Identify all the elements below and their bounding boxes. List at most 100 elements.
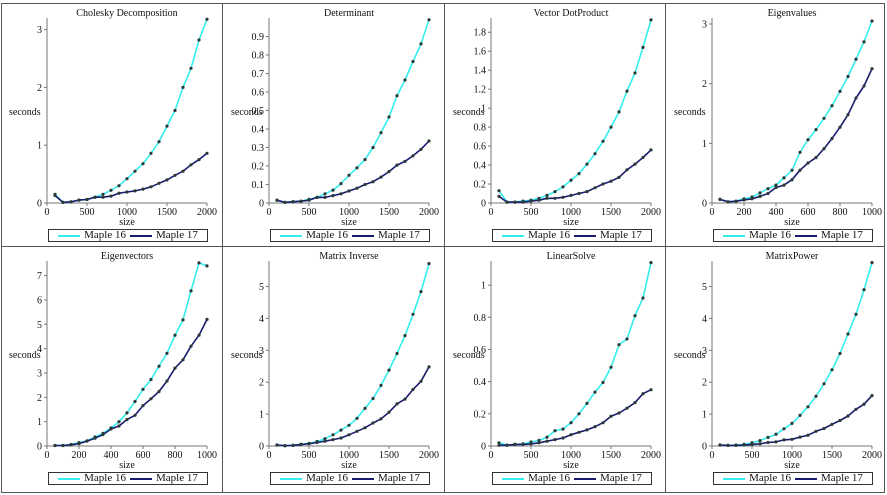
data-point: [419, 379, 423, 383]
chart-legend: Maple 16 Maple 17: [48, 229, 208, 242]
data-point: [822, 116, 826, 120]
data-point: [395, 402, 399, 406]
series-line-maple17: [276, 366, 430, 447]
chart-panel: Vector DotProduct 0 0.2 0.4 0.6 0.8 1 1.2 1.4 1.6…: [445, 4, 667, 248]
x-tick-label: 500: [302, 207, 317, 218]
x-tick-label: 0: [489, 207, 494, 218]
data-point: [782, 438, 786, 442]
data-point: [61, 443, 65, 448]
y-tick-label: 1: [481, 104, 486, 115]
data-point: [403, 397, 407, 401]
data-point: [782, 176, 786, 180]
legend-item-maple16: Maple 16: [502, 473, 570, 484]
chart-svg: Determinant 0 0.1 0.2 0.3 0.4 0.5 0.6 0.7 0.8 0.9 0…: [231, 8, 439, 228]
data-point: [822, 426, 826, 431]
data-point: [331, 438, 335, 442]
data-point: [379, 131, 383, 135]
data-point: [141, 162, 145, 166]
legend-swatch: [795, 234, 817, 237]
y-tick-label: 0: [259, 199, 264, 210]
data-point: [149, 151, 153, 155]
legend-label: Maple 16: [528, 472, 570, 484]
data-point: [299, 199, 303, 203]
y-tick-label: 1: [37, 417, 42, 428]
x-axis-label: size: [341, 217, 357, 228]
data-point: [505, 443, 509, 447]
data-point: [870, 261, 874, 265]
data-point: [790, 178, 794, 182]
y-tick-label: 0.3: [252, 143, 265, 154]
data-point: [403, 78, 407, 82]
data-point: [529, 442, 533, 446]
data-point: [814, 156, 818, 160]
data-point: [513, 442, 517, 446]
legend-item-maple16: Maple 16: [502, 230, 570, 241]
data-point: [387, 170, 391, 174]
legend-item-maple17: Maple 17: [352, 230, 420, 241]
data-point: [363, 406, 367, 410]
data-point: [379, 175, 383, 179]
data-point: [347, 433, 351, 437]
x-tick-label: 800: [168, 450, 183, 461]
data-point: [846, 74, 850, 79]
data-point: [307, 198, 311, 202]
x-tick-label: 0: [267, 450, 272, 461]
legend-item-maple17: Maple 17: [352, 473, 420, 484]
data-point: [173, 366, 177, 370]
y-tick-label: 1: [702, 139, 707, 150]
data-point: [649, 261, 653, 265]
legend-item-maple16: Maple 16: [58, 473, 126, 484]
y-tick-label: 2: [37, 83, 42, 94]
data-point: [854, 407, 858, 411]
data-point: [505, 200, 509, 204]
data-point: [291, 443, 295, 447]
chart-legend: Maple 16 Maple 17: [270, 472, 430, 485]
data-point: [774, 185, 778, 190]
legend-item-maple16: Maple 16: [58, 230, 126, 241]
chart-svg: Cholesky Decomposition 0 1 2 3 0 500 1000 1500 20…: [9, 8, 217, 228]
data-point: [197, 38, 201, 42]
x-tick-label: 600: [136, 450, 151, 461]
data-point: [85, 439, 89, 443]
x-tick-label: 1000: [782, 450, 802, 461]
y-axis-label: seconds: [9, 107, 41, 118]
y-tick-label: 0.2: [252, 162, 265, 173]
data-point: [117, 424, 121, 428]
data-point: [545, 193, 549, 197]
legend-item-maple17: Maple 17: [574, 473, 642, 484]
x-tick-label: 2000: [641, 450, 661, 461]
data-point: [101, 195, 105, 199]
data-point: [806, 405, 810, 409]
data-point: [339, 428, 343, 432]
x-tick-label: 0: [710, 207, 715, 218]
data-point: [109, 194, 113, 198]
y-tick-label: 1.6: [474, 47, 487, 58]
x-tick-label: 2000: [862, 450, 882, 461]
chart-title: Matrix Inverse: [319, 251, 379, 262]
panel-divider: [1, 246, 885, 247]
data-point: [790, 421, 794, 425]
x-tick-label: 1500: [822, 450, 842, 461]
data-point: [742, 198, 746, 202]
chart-panel: Cholesky Decomposition 0 1 2 3 0 500 1000 1500 20…: [1, 4, 223, 248]
data-point: [830, 104, 834, 108]
data-point: [133, 189, 137, 193]
data-point: [601, 139, 605, 143]
data-point: [419, 147, 423, 151]
data-point: [355, 166, 359, 170]
y-tick-label: 1.2: [474, 85, 487, 96]
data-point: [497, 189, 501, 193]
y-tick-label: 1: [702, 410, 707, 421]
data-point: [173, 173, 177, 177]
data-point: [838, 89, 842, 93]
data-point: [838, 125, 842, 129]
legend-item-maple17: Maple 17: [130, 473, 198, 484]
data-point: [363, 426, 367, 430]
legend-swatch: [574, 234, 596, 237]
data-point: [798, 413, 802, 417]
data-point: [117, 420, 121, 424]
data-point: [497, 443, 501, 447]
data-point: [299, 442, 303, 446]
data-point: [734, 199, 738, 203]
data-point: [561, 427, 565, 431]
